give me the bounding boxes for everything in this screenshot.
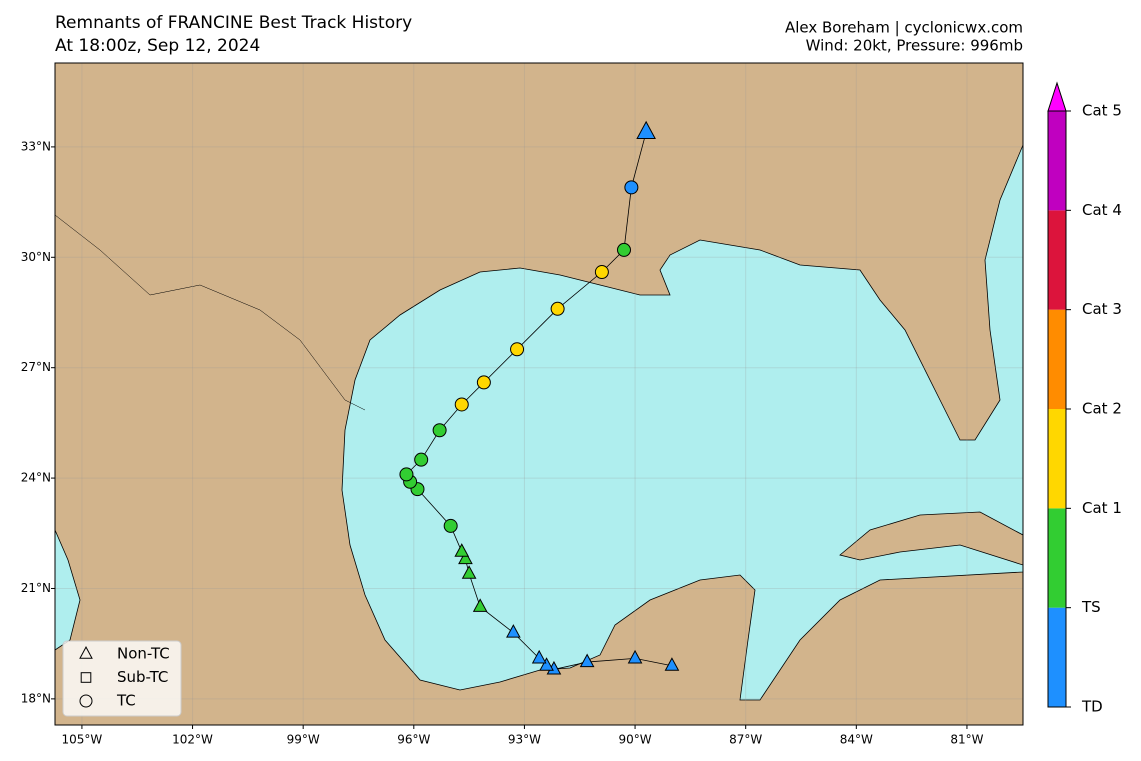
x-tick-label: 105°W xyxy=(62,733,103,747)
x-tick-label: 84°W xyxy=(840,733,873,747)
map-frame xyxy=(54,62,1024,726)
track-point xyxy=(539,657,554,671)
track-point xyxy=(506,624,521,638)
legend-label: TC xyxy=(116,692,136,710)
track-point xyxy=(627,649,643,664)
colorbar-label: Cat 2 xyxy=(1082,400,1122,418)
y-tick-label: 18°N xyxy=(21,691,51,705)
subtitle: At 18:00z, Sep 12, 2024 xyxy=(55,36,260,56)
track-point xyxy=(579,653,595,668)
track-point xyxy=(454,543,470,557)
x-tick-label: 90°W xyxy=(618,733,651,747)
colorbar-label: Cat 4 xyxy=(1082,201,1122,219)
track-point xyxy=(636,120,656,139)
colorbar-label: TS xyxy=(1081,598,1101,616)
track-point xyxy=(510,342,525,357)
colorbar-segment xyxy=(1048,607,1066,707)
colorbar: TD TS Cat 1 Cat 2 Cat 3 Cat 4 Cat 5 xyxy=(1047,81,1122,716)
track-point xyxy=(476,375,491,390)
track-point xyxy=(443,518,458,533)
track-point xyxy=(399,467,414,482)
track-point xyxy=(624,180,639,195)
track-point xyxy=(454,397,469,412)
colorbar-label: Cat 5 xyxy=(1082,102,1122,120)
border xyxy=(55,214,366,411)
colorbar-frame xyxy=(1047,110,1067,708)
track-point xyxy=(461,565,477,579)
x-tick-label: 99°W xyxy=(287,733,320,747)
x-tick-label: 81°W xyxy=(950,733,983,747)
colorbar-segment xyxy=(1048,309,1066,409)
colorbar-extension xyxy=(1047,81,1067,112)
gulf-water xyxy=(341,144,1023,701)
track-point xyxy=(594,265,609,280)
pacific-water xyxy=(55,529,81,651)
circle-marker xyxy=(79,694,93,708)
colorbar-label: Cat 1 xyxy=(1082,499,1122,517)
y-tick-label: 24°N xyxy=(21,471,51,485)
y-tick-label: 33°N xyxy=(21,139,51,153)
track-point xyxy=(472,598,488,612)
map-base xyxy=(55,63,1023,725)
legend-label: Non-TC xyxy=(117,645,170,663)
y-tick-label: 27°N xyxy=(21,360,51,374)
track-point xyxy=(616,242,631,257)
conditions: Wind: 20kt, Pressure: 996mb xyxy=(806,37,1023,55)
grid xyxy=(55,63,1023,725)
track-point xyxy=(531,649,547,664)
legend-box xyxy=(62,640,182,717)
x-tick-label: 102°W xyxy=(172,733,213,747)
credit: Alex Boreham | cyclonicwx.com xyxy=(785,19,1023,37)
track-point xyxy=(414,452,429,467)
square-marker xyxy=(80,672,92,683)
y-tick-label: 21°N xyxy=(21,581,51,595)
track xyxy=(399,120,680,675)
x-tick-label: 96°W xyxy=(397,733,430,747)
x-tick-label: 93°W xyxy=(508,733,541,747)
title: Remnants of FRANCINE Best Track History xyxy=(55,13,412,33)
y-tick-label: 30°N xyxy=(21,250,51,264)
colorbar-segment xyxy=(1048,508,1066,608)
track-point xyxy=(458,550,473,565)
colorbar-segment xyxy=(1048,210,1066,310)
track-point xyxy=(432,423,447,438)
legend-label: Sub-TC xyxy=(117,668,168,686)
track-point xyxy=(550,301,565,316)
cuba xyxy=(839,511,1023,566)
x-tick-label: 87°W xyxy=(729,733,762,747)
colorbar-label: TD xyxy=(1081,698,1103,716)
triangle-marker xyxy=(79,646,93,659)
colorbar-segment xyxy=(1048,111,1066,211)
colorbar-segment xyxy=(1048,409,1066,509)
colorbar-label: Cat 3 xyxy=(1082,300,1122,318)
legend: Non-TC Sub-TC TC xyxy=(62,640,182,717)
track-point xyxy=(664,657,680,671)
